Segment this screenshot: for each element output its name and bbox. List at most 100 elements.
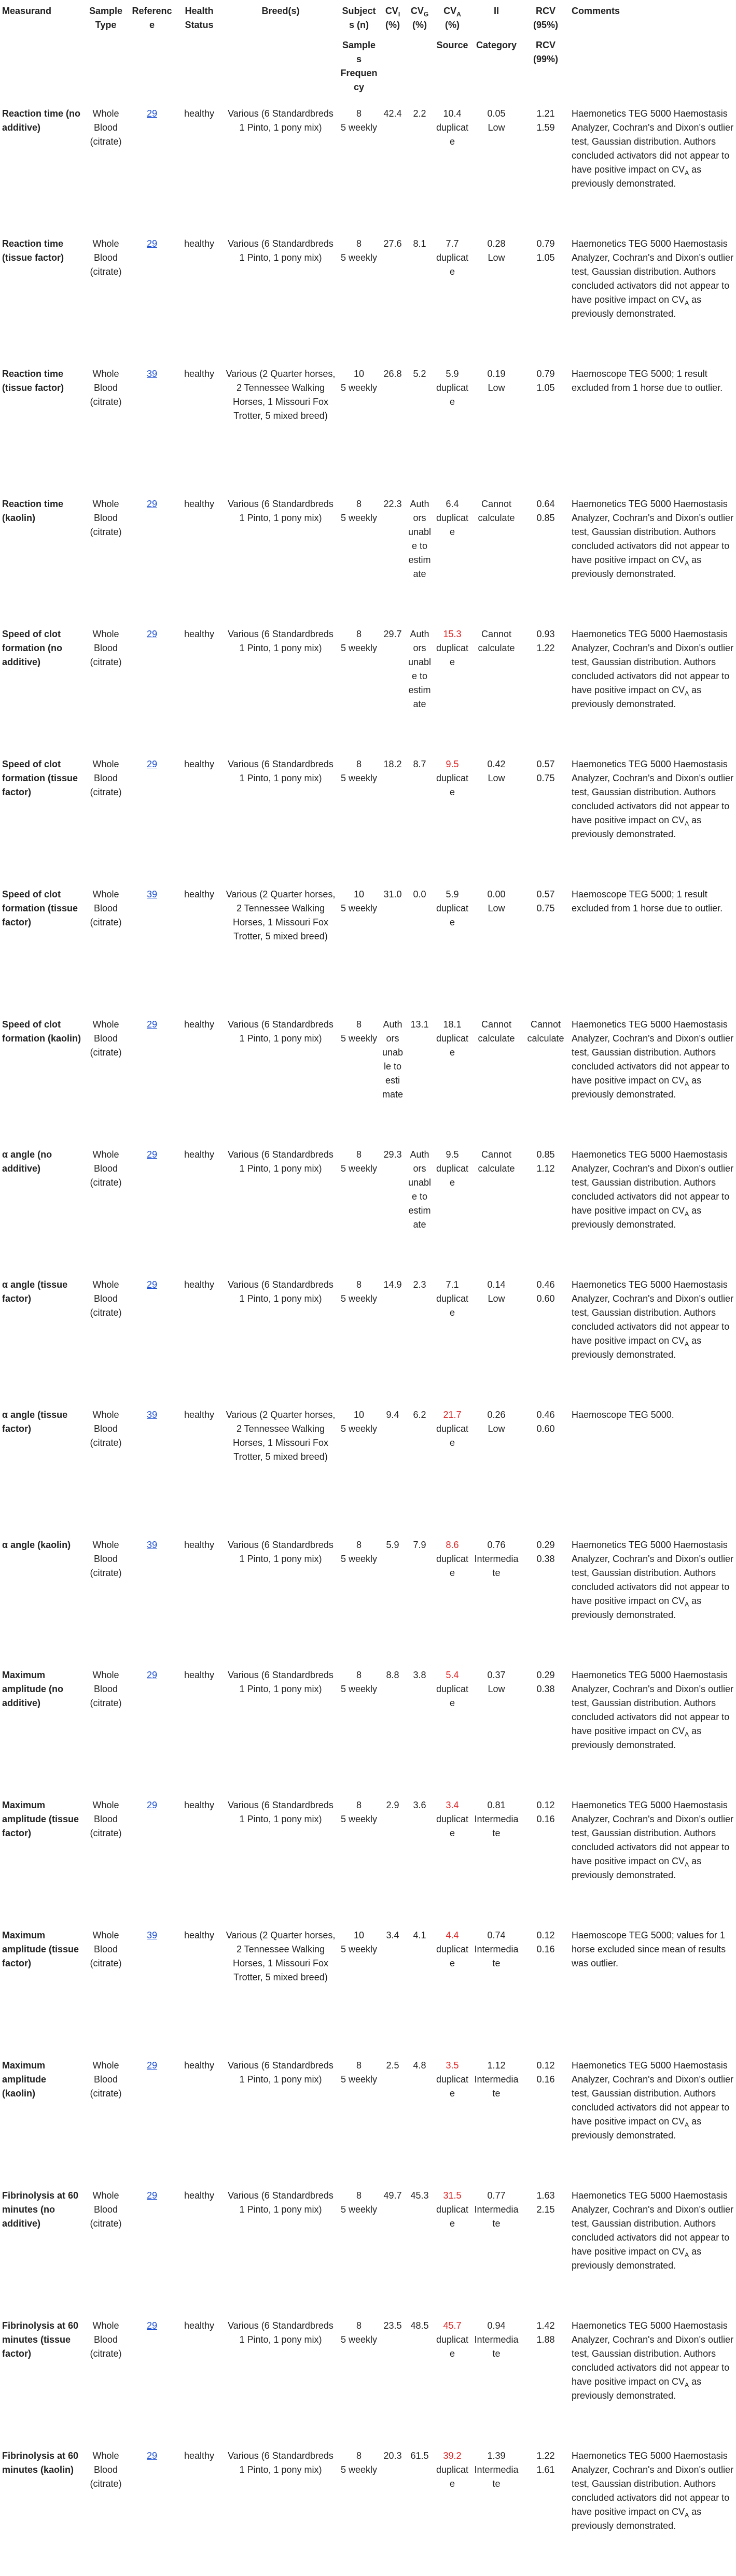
rcv-95: 1.22: [536, 2451, 555, 2461]
comment-subscript: A: [685, 559, 689, 567]
comment-text: Haemonetics TEG 5000 Haemostasis Analyze…: [572, 2451, 734, 2517]
reference-link[interactable]: 39: [146, 889, 158, 899]
reference-link[interactable]: 39: [146, 1540, 158, 1550]
rcv-99: 0.16: [536, 1944, 555, 1954]
cv-a: 15.3: [443, 629, 462, 639]
comment-subscript: A: [685, 2381, 689, 2389]
subjects-cell: 8 5 weekly: [338, 2316, 380, 2446]
rcv-99: 0.38: [536, 1684, 555, 1694]
reference-link[interactable]: 29: [146, 1149, 158, 1160]
subheader-cell: [406, 35, 434, 104]
reference-link[interactable]: 29: [146, 2451, 158, 2461]
reference-link[interactable]: 29: [146, 1279, 158, 1290]
rcv-cell: 0.46 0.60: [522, 1275, 570, 1405]
frequency: 5 weekly: [340, 513, 378, 523]
comment-subscript: A: [685, 689, 689, 697]
cv-g: 8.7: [413, 759, 426, 769]
rcv-95: 0.79: [536, 369, 555, 379]
cv-a-cell: 6.4 duplicate: [434, 494, 471, 624]
header-label: Subjects (n): [342, 6, 376, 30]
health-status: healthy: [184, 108, 215, 119]
cv-a: 45.7: [443, 2320, 462, 2331]
reference-link[interactable]: 29: [146, 108, 158, 119]
subjects: 8: [356, 1800, 362, 1810]
reference-cell: 39: [129, 884, 175, 1015]
rcv-cell: Cannot calculate: [522, 1015, 570, 1145]
table-row: Fibrinolysis at 60 minutes (no additive)…: [0, 2186, 736, 2316]
reference-link[interactable]: 39: [146, 1930, 158, 1940]
frequency: 5 weekly: [340, 1554, 378, 1564]
cv-a-source: duplicate: [436, 2074, 469, 2099]
cv-a: 10.4: [443, 108, 462, 119]
cv-a-cell: 15.3 duplicate: [434, 624, 471, 754]
cv-a-cell: 45.7 duplicate: [434, 2316, 471, 2446]
measurand: Speed of clot formation (tissue factor): [2, 889, 78, 927]
frequency: 5 weekly: [340, 1814, 378, 1824]
ii: 1.39: [487, 2451, 506, 2461]
rcv-99: 1.05: [536, 383, 555, 393]
reference-link[interactable]: 29: [146, 1019, 158, 1030]
header-cell: Breed(s): [223, 0, 338, 35]
comment-text: as previously demonstrated.: [572, 2376, 702, 2401]
cv-a-source: duplicate: [436, 252, 469, 277]
reference-link[interactable]: 39: [146, 369, 158, 379]
measurand: Reaction time (tissue factor): [2, 238, 64, 263]
cv-a: 5.9: [446, 889, 459, 899]
rcv-cell: 0.79 1.05: [522, 234, 570, 364]
ii-cell: 0.28 Low: [471, 234, 522, 364]
health-status: healthy: [184, 629, 215, 639]
measurand: Speed of clot formation (no additive): [2, 629, 62, 667]
table-row: Maximum amplitude (no additive) Whole Blo…: [0, 1665, 736, 1795]
cv-i: 26.8: [383, 369, 402, 379]
cv-i: 5.9: [386, 1540, 399, 1550]
sample-type: Whole Blood (citrate): [90, 1149, 122, 1188]
cv-a-cell: 7.7 duplicate: [434, 234, 471, 364]
breeds: Various (6 Standardbreds 1 Pinto, 1 pony…: [228, 499, 334, 523]
cv-a-source: duplicate: [436, 2204, 469, 2229]
comment-text: Haemonetics TEG 5000 Haemostasis Analyze…: [572, 108, 734, 175]
frequency: 5 weekly: [340, 1424, 378, 1434]
comment-subscript: A: [685, 299, 689, 307]
cv-a-cell: 3.5 duplicate: [434, 2056, 471, 2186]
cv-a-cell: 9.5 duplicate: [434, 754, 471, 884]
reference-cell: 39: [129, 1925, 175, 2056]
health-status: healthy: [184, 1149, 215, 1160]
table-row: Fibrinolysis at 60 minutes (tissue facto…: [0, 2316, 736, 2446]
ii-cell: 0.76 Intermediate: [471, 1535, 522, 1665]
reference-link[interactable]: 29: [146, 2190, 158, 2201]
cv-i: 29.7: [383, 629, 402, 639]
subheader-cell: RCV (99%): [522, 35, 570, 104]
breeds: Various (6 Standardbreds 1 Pinto, 1 pony…: [228, 1540, 334, 1564]
breeds: Various (6 Standardbreds 1 Pinto, 1 pony…: [228, 1279, 334, 1304]
sample-type: Whole Blood (citrate): [90, 759, 122, 797]
cv-g: Authors unable to estimate: [408, 1149, 432, 1230]
cv-a-source: duplicate: [436, 773, 469, 797]
cv-g: 2.3: [413, 1279, 426, 1290]
reference-link[interactable]: 29: [146, 1800, 158, 1810]
frequency: 5 weekly: [340, 122, 378, 133]
reference-link[interactable]: 29: [146, 629, 158, 639]
health-status: healthy: [184, 238, 215, 249]
ii: Cannot calculate: [478, 499, 515, 523]
reference-link[interactable]: 39: [146, 1410, 158, 1420]
reference-link[interactable]: 29: [146, 2060, 158, 2071]
comment-text: as previously demonstrated.: [572, 555, 702, 579]
ii-category: Low: [488, 1684, 505, 1694]
reference-link[interactable]: 29: [146, 1670, 158, 1680]
sample-type: Whole Blood (citrate): [90, 1930, 122, 1968]
subjects: 8: [356, 1019, 362, 1030]
reference-link[interactable]: 29: [146, 499, 158, 509]
comments: Haemonetics TEG 5000 Haemostasis Analyze…: [570, 104, 736, 234]
header-subscript: I: [398, 10, 400, 18]
rcv-99: 0.60: [536, 1293, 555, 1304]
rcv-cell: 1.21 1.59: [522, 104, 570, 234]
rcv-95: 0.93: [536, 629, 555, 639]
header-cell: Reference: [129, 0, 175, 35]
cv-i: 27.6: [383, 238, 402, 249]
reference-link[interactable]: 29: [146, 238, 158, 249]
cv-a: 18.1: [443, 1019, 462, 1030]
reference-link[interactable]: 29: [146, 2320, 158, 2331]
cv-i: 49.7: [383, 2190, 402, 2201]
header-suffix: (%): [412, 20, 427, 30]
reference-link[interactable]: 29: [146, 759, 158, 769]
